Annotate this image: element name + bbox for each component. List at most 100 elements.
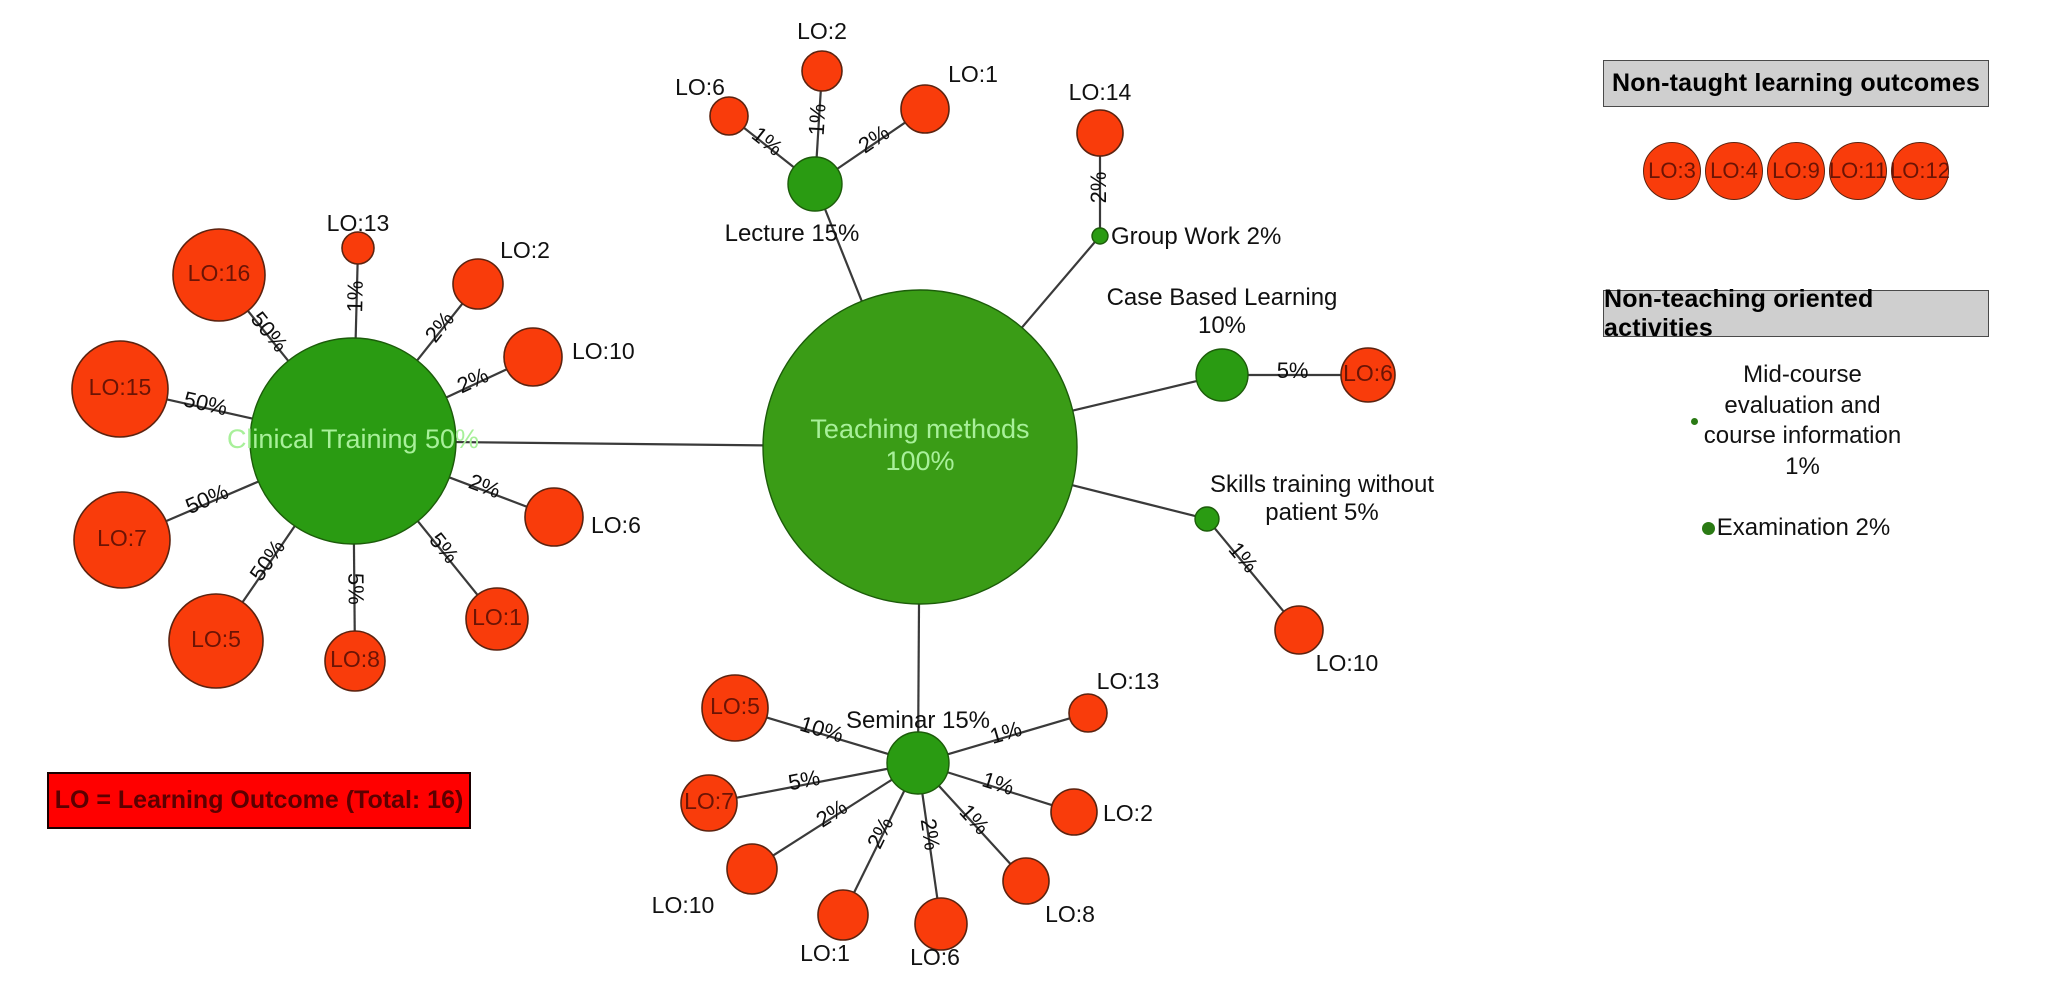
node-lo-ct-10[interactable] <box>503 327 563 387</box>
edge-ct-lo8-weight: 5% <box>343 573 368 605</box>
legend-outcome-lo9[interactable]: LO:9 <box>1767 142 1825 200</box>
legend-outcome-lo12[interactable]: LO:12 <box>1890 142 1950 200</box>
legend-outcome-lo11[interactable]: LO:11 <box>1829 142 1887 200</box>
edge-lecture-lo2-weight: 1% <box>804 103 831 136</box>
label-lo-ct-13: LO:13 <box>327 210 390 236</box>
edge-skills-lo10-weight: 1% <box>1224 537 1264 577</box>
edge-ct-lo8 <box>352 542 356 633</box>
label-lo-sem-1: LO:1 <box>800 940 850 966</box>
label-lo-ct-16: LO:16 <box>188 260 251 286</box>
node-lo-ct-7[interactable] <box>73 491 171 589</box>
activity-examination: Examination 2% <box>1603 513 1989 544</box>
node-lo-lec-2[interactable] <box>801 50 843 92</box>
label-lo-st-10: LO:10 <box>1316 650 1379 676</box>
label-lo-ct-5: LO:5 <box>191 626 241 652</box>
node-lo-ct-5[interactable] <box>168 593 264 689</box>
label-lo-ct-10: LO:10 <box>572 338 635 364</box>
edge-ct-lo6 <box>448 476 529 509</box>
label-lo-sem-8: LO:8 <box>1045 901 1095 927</box>
edge-ct-lo13 <box>354 262 359 340</box>
label-lo-cbl-6: LO:6 <box>1343 360 1393 386</box>
edge-seminar-lo7-weight: 5% <box>786 765 822 796</box>
label-lo-ct-6: LO:6 <box>591 512 641 538</box>
node-lo-st-10[interactable] <box>1274 605 1324 655</box>
edge-seminar-lo5 <box>765 716 890 756</box>
edge-ct-lo10-weight: 2% <box>453 362 492 398</box>
green-dot-icon <box>1701 521 1715 535</box>
edge-ct-lo2 <box>415 302 464 362</box>
node-method-skills-training[interactable] <box>1194 506 1220 532</box>
edge-ct-lo10 <box>444 367 509 399</box>
edge-ct-lo16 <box>246 309 290 363</box>
label-lo-sem-2: LO:2 <box>1103 800 1153 826</box>
node-method-lecture[interactable] <box>787 156 843 212</box>
edges-layer <box>164 89 1342 900</box>
node-lo-ct-16[interactable] <box>172 228 266 322</box>
node-lo-ct-13[interactable] <box>341 231 375 265</box>
label-method-group-work: Group Work 2% <box>1111 223 1281 250</box>
node-lo-sem-1[interactable] <box>817 889 869 941</box>
edge-seminar-lo13-weight: 1% <box>987 716 1025 749</box>
edge-hub-skills-training <box>1071 483 1197 518</box>
node-lo-sem-7[interactable] <box>680 774 738 832</box>
label-lo-sem-6: LO:6 <box>910 944 960 970</box>
node-lo-sem-8[interactable] <box>1002 857 1050 905</box>
node-lo-ct-2[interactable] <box>452 258 504 310</box>
edge-ct-lo1-weight: 5% <box>424 528 463 568</box>
edge-hub-lecture <box>823 207 864 303</box>
edge-ct-lo15-weight: 50% <box>181 386 229 420</box>
node-lo-gw-14[interactable] <box>1076 109 1124 157</box>
edge-seminar-lo6-weight: 2% <box>916 817 945 852</box>
edge-lecture-lo6 <box>742 126 796 169</box>
node-method-seminar[interactable] <box>886 731 950 795</box>
node-lo-sem-2[interactable] <box>1050 788 1098 836</box>
edge-seminar-lo6 <box>921 792 939 900</box>
label-lo-ct-2: LO:2 <box>500 237 550 263</box>
nodes-layer <box>71 50 1396 951</box>
node-lo-ct-1[interactable] <box>465 587 529 651</box>
label-lo-lec-1: LO:1 <box>948 61 998 87</box>
legend-outcome-lo4[interactable]: LO:4 <box>1705 142 1763 200</box>
edge-seminar-lo8 <box>937 784 1012 866</box>
node-method-case-based-learning[interactable] <box>1195 348 1249 402</box>
edge-ct-lo16-weight: 50% <box>246 307 293 357</box>
label-lo-sem-13: LO:13 <box>1097 668 1160 694</box>
edge-seminar-lo8-weight: 1% <box>955 799 995 839</box>
label-hub-teaching-methods: Teaching methods 100% <box>810 414 1029 476</box>
node-lo-ct-8[interactable] <box>324 630 386 692</box>
node-lo-lec-6[interactable] <box>709 96 749 136</box>
edge-ct-lo15 <box>165 398 254 420</box>
edge-ct-lo6-weight: 2% <box>465 469 504 504</box>
green-dot-icon <box>1690 417 1698 425</box>
node-method-group-work[interactable] <box>1091 227 1109 245</box>
edge-seminar-lo10 <box>771 778 894 858</box>
node-hub-teaching-methods[interactable] <box>762 289 1078 605</box>
node-lo-ct-15[interactable] <box>71 340 169 438</box>
edge-hub-group-work <box>1020 240 1097 330</box>
labels-layer: Teaching methods 100% Clinical Training 50… <box>89 18 1435 970</box>
edge-seminar-lo2-weight: 1% <box>979 767 1017 800</box>
node-lo-sem-6[interactable] <box>914 897 968 951</box>
node-lo-sem-5[interactable] <box>701 674 769 742</box>
node-lo-sem-13[interactable] <box>1068 693 1108 733</box>
edge-hub-case-based-learning <box>1071 379 1198 412</box>
node-lo-cbl-6[interactable] <box>1340 347 1396 403</box>
node-lo-ct-6[interactable] <box>524 487 584 547</box>
legend-outcome-lo3[interactable]: LO:3 <box>1643 142 1701 200</box>
edge-seminar-lo13 <box>946 717 1072 756</box>
edge-hub-clinical-training <box>454 440 765 447</box>
node-lo-sem-10[interactable] <box>726 843 778 895</box>
edge-cbl-lo6-weight: 5% <box>1277 358 1309 383</box>
label-lo-ct-7: LO:7 <box>97 525 147 551</box>
label-lo-gw-14: LO:14 <box>1069 79 1132 105</box>
edge-seminar-lo2 <box>946 770 1054 807</box>
edge-ct-lo13-weight: 1% <box>342 280 368 312</box>
activity-mid-course-label: Mid-course evaluation and course informati… <box>1703 361 1902 481</box>
legend-non-teaching-title: Non-teaching oriented activities <box>1603 285 1989 342</box>
label-method-case-based-learning: Case Based Learning 10% <box>1107 284 1338 339</box>
label-method-skills-training: Skills training without patient 5% <box>1210 471 1434 526</box>
node-method-clinical-training[interactable] <box>249 337 457 545</box>
node-lo-lec-1[interactable] <box>900 84 950 134</box>
